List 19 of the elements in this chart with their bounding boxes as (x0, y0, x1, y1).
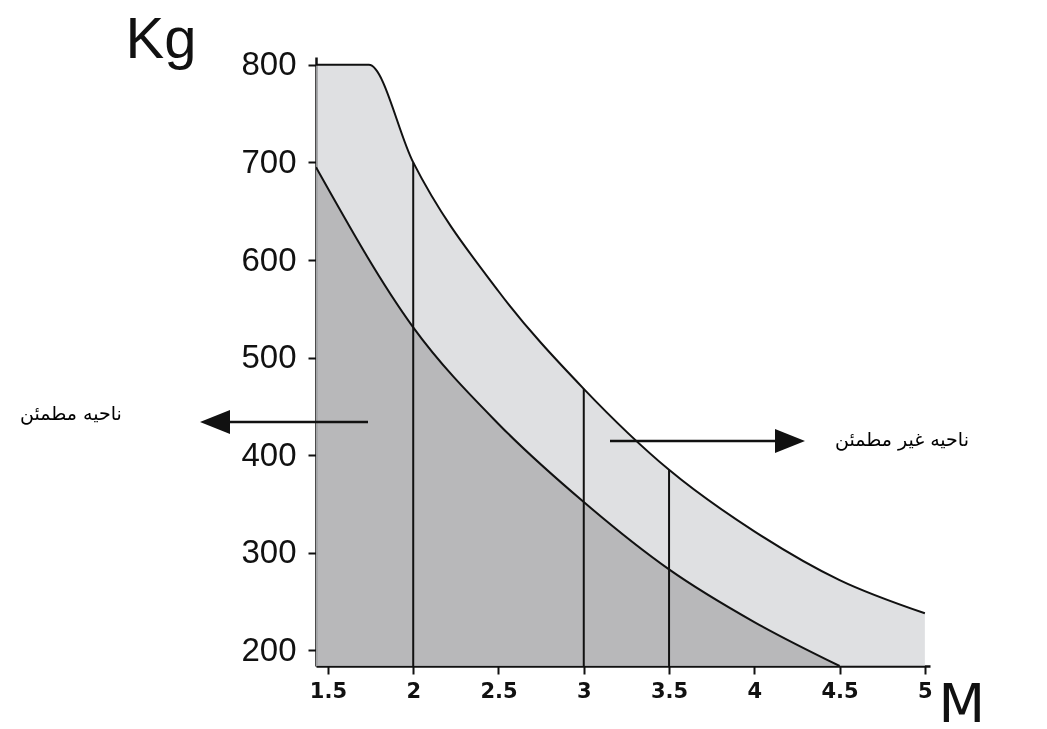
y-tick-label: 400 (241, 435, 297, 473)
x-tick-label: 1.5 (309, 678, 348, 703)
y-tick-label: 300 (241, 533, 297, 571)
x-tick-label: 2.5 (480, 678, 518, 703)
x-tick-label: 5 (918, 678, 933, 703)
y-axis-title: Kg (125, 4, 197, 70)
annotation: ناحیه غیر مطمئن (835, 428, 969, 450)
x-tick-label: 3.5 (650, 678, 689, 703)
x-tick-label: 4.5 (821, 678, 859, 703)
y-tick-label: 200 (241, 630, 297, 668)
x-tick-label: 2 (406, 678, 422, 703)
y-tick-label: 700 (241, 142, 297, 180)
x-tick-label: 3 (576, 678, 592, 703)
x-tick-label: 4 (747, 678, 763, 703)
text: ناحیه مطمئن (20, 402, 122, 424)
y-tick-label: 800 (241, 45, 297, 83)
y-tick-label: 500 (241, 338, 297, 376)
y-tick-label: 600 (241, 240, 297, 278)
x-axis-title: M (938, 671, 986, 729)
